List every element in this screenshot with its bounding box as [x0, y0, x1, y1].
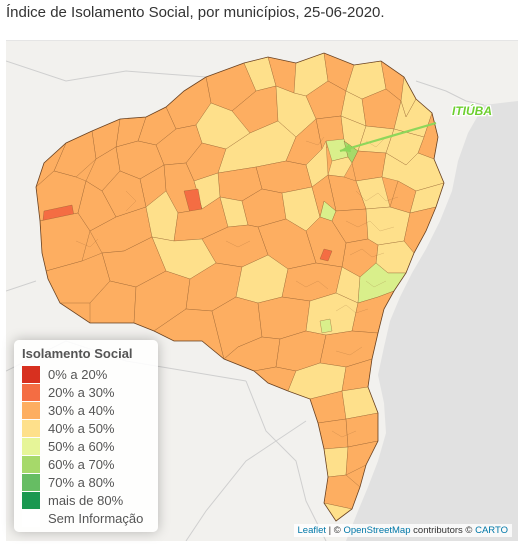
leaflet-link[interactable]: Leaflet — [297, 525, 327, 536]
legend-swatch — [22, 383, 40, 401]
legend-list: 0% a 20% 20% a 30% 30% a 40% 40% a 50% 50% a… — [22, 365, 150, 527]
legend-swatch — [22, 509, 40, 527]
legend-label: Sem Informação — [48, 510, 144, 526]
legend-title: Isolamento Social — [22, 346, 133, 361]
legend-swatch — [22, 419, 40, 437]
legend-item: 20% a 30% — [22, 383, 150, 401]
carto-link[interactable]: CARTO — [475, 525, 508, 536]
legend-swatch — [22, 401, 40, 419]
callout-arrowhead — [340, 144, 351, 152]
legend-item: 50% a 60% — [22, 437, 150, 455]
legend-item: mais de 80% — [22, 491, 150, 509]
map-canvas[interactable]: ITIÚBA — [6, 41, 518, 541]
legend-item: 40% a 50% — [22, 419, 150, 437]
legend-item: 70% a 80% — [22, 473, 150, 491]
legend-item: 30% a 40% — [22, 401, 150, 419]
legend-label: 0% a 20% — [48, 366, 108, 382]
legend-label: mais de 80% — [48, 492, 124, 508]
legend-label: 60% a 70% — [48, 456, 115, 472]
legend-swatch — [22, 491, 40, 509]
osm-link[interactable]: OpenStreetMap — [343, 525, 411, 536]
legend-item: Sem Informação — [22, 509, 150, 527]
map-legend: Isolamento Social 0% a 20% 20% a 30% 30% a… — [14, 340, 158, 532]
legend-swatch — [22, 473, 40, 491]
callout-arrow-line — [339, 121, 437, 153]
legend-label: 70% a 80% — [48, 474, 115, 490]
attribution-separator: | © — [326, 525, 344, 536]
map-view[interactable]: ITIÚBA Leaflet | © OpenStreetMap contrib… — [6, 40, 518, 541]
attribution-contributors: contributors © — [410, 525, 476, 536]
map-attribution: Leaflet | © OpenStreetMap contributors ©… — [293, 524, 512, 537]
legend-swatch — [22, 437, 40, 455]
ocean — [346, 101, 518, 541]
bahia-municipalities[interactable] — [6, 41, 518, 541]
fine-borders — [75, 136, 399, 438]
legend-label: 30% a 40% — [48, 402, 115, 418]
legend-item: 0% a 20% — [22, 365, 150, 383]
legend-label: 20% a 30% — [48, 384, 115, 400]
legend-item: 60% a 70% — [22, 455, 150, 473]
callout-label: ITIÚBA — [452, 103, 492, 118]
legend-swatch — [22, 455, 40, 473]
legend-label: 50% a 60% — [48, 438, 115, 454]
legend-label: 40% a 50% — [48, 420, 115, 436]
municipality-polygons — [36, 53, 444, 521]
itiuba-callout: ITIÚBA — [339, 102, 493, 153]
page-title: Índice de Isolamento Social, por municíp… — [6, 4, 385, 21]
legend-swatch — [22, 365, 40, 383]
